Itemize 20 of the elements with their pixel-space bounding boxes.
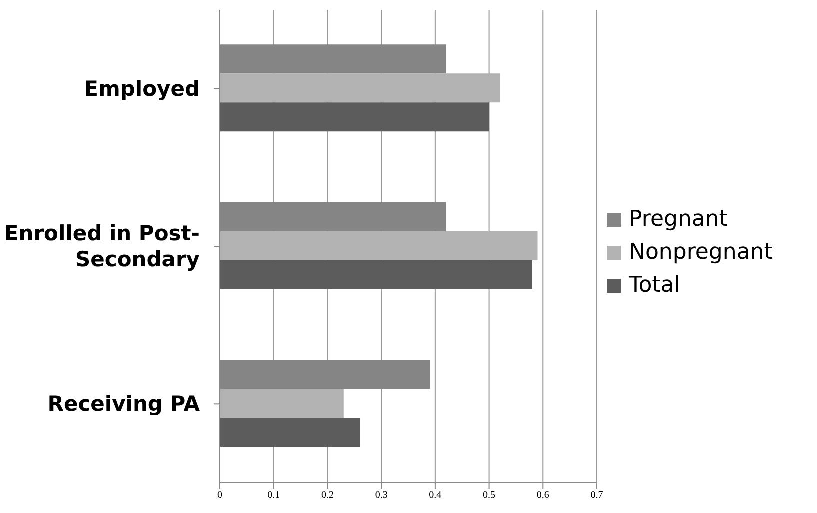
y-tick-label: Receiving PA — [48, 392, 201, 416]
bar — [220, 231, 538, 260]
x-tick-label: 0.1 — [268, 490, 280, 502]
y-tick-label: Enrolled in Post-Secondary — [4, 222, 200, 272]
x-tick-label: 0.5 — [483, 490, 496, 502]
bar — [220, 260, 532, 290]
bar — [220, 389, 344, 418]
x-tick-label: 0 — [218, 490, 222, 502]
bar — [220, 102, 490, 132]
bar — [220, 418, 360, 448]
x-tick-label: 0.2 — [321, 490, 334, 502]
y-tick-label: Employed — [84, 76, 200, 101]
bar — [220, 74, 500, 103]
legend-label: Pregnant — [629, 207, 728, 232]
x-tick-label: 0.3 — [375, 490, 388, 502]
legend-label: Total — [629, 273, 680, 298]
x-tick-label: 0.4 — [429, 490, 442, 502]
x-tick-label: 0.6 — [536, 490, 550, 502]
x-tick-label: 0.7 — [590, 490, 604, 502]
legend-label: Nonpregnant — [629, 240, 773, 265]
